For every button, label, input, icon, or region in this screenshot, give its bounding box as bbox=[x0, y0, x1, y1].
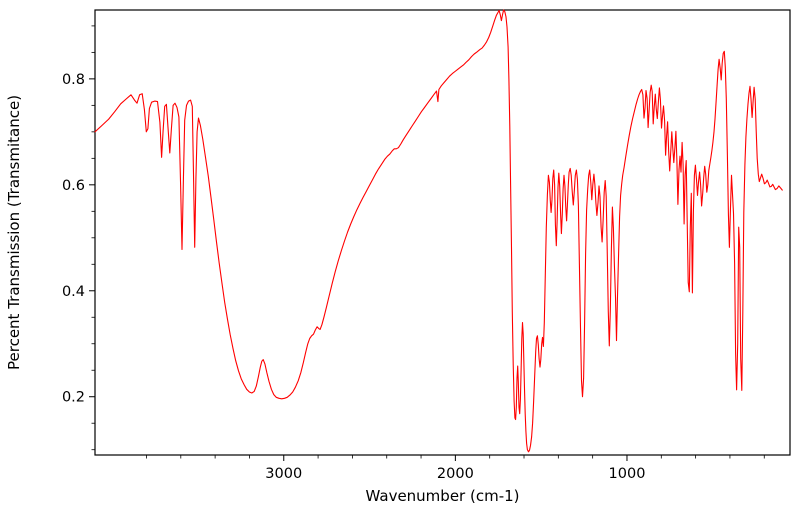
spectrum-line bbox=[94, 9, 783, 453]
x-tick-label: 1000 bbox=[609, 466, 646, 482]
x-tick-label: 3000 bbox=[265, 466, 302, 482]
x-axis-label: Wavenumber (cm-1) bbox=[365, 487, 520, 505]
plot-frame bbox=[94, 9, 791, 456]
y-axis-label: Percent Transmission (Transmitance) bbox=[5, 94, 23, 371]
y-tick-label: 0.6 bbox=[62, 178, 85, 194]
y-tick-label: 0.2 bbox=[62, 390, 85, 406]
y-tick-label: 0.8 bbox=[62, 72, 85, 88]
x-tick-label: 2000 bbox=[437, 466, 474, 482]
y-tick-label: 0.4 bbox=[62, 284, 85, 300]
